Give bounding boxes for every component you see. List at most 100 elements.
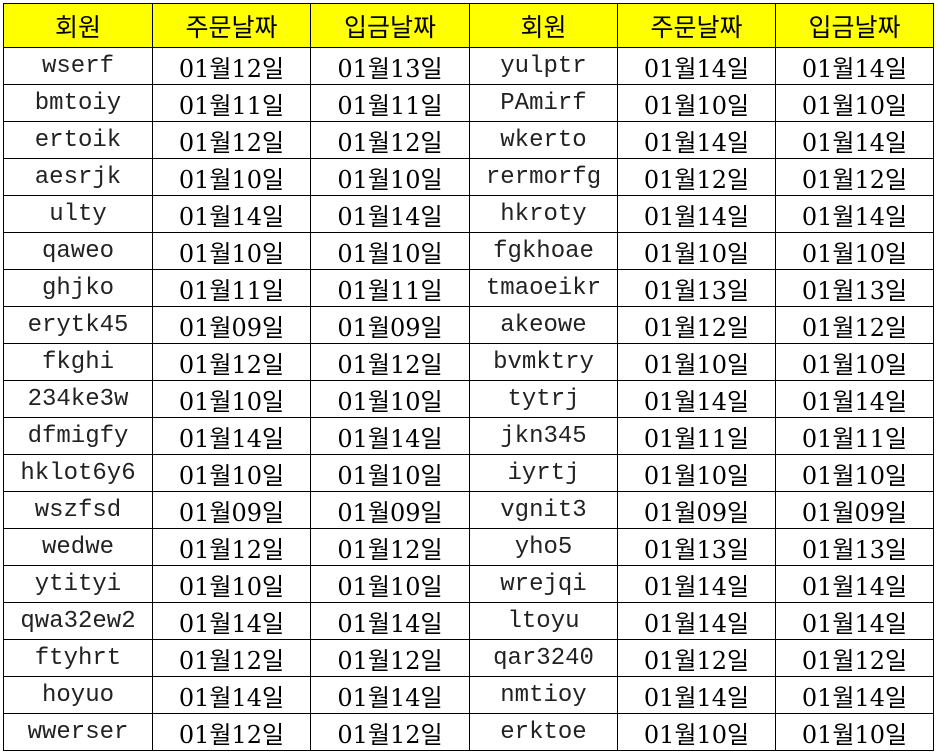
member-cell[interactable]: tytrj (469, 380, 618, 418)
order-date-cell[interactable]: 01월12일 (617, 158, 776, 196)
payment-date-cell[interactable]: 01월13일 (310, 47, 470, 85)
member-cell[interactable]: PAmirf (469, 84, 618, 122)
member-cell[interactable]: jkn345 (469, 417, 618, 455)
member-cell[interactable]: wszfsd (3, 491, 153, 529)
payment-date-cell[interactable]: 01월10일 (310, 454, 470, 492)
member-cell[interactable]: ltoyu (469, 602, 618, 640)
member-cell[interactable]: hoyuo (3, 676, 153, 714)
payment-date-cell[interactable]: 01월14일 (310, 676, 470, 714)
payment-date-cell[interactable]: 01월14일 (775, 47, 934, 85)
order-date-cell[interactable]: 01월12일 (152, 639, 311, 677)
payment-date-cell[interactable]: 01월10일 (775, 343, 934, 381)
member-cell[interactable]: qwa32ew2 (3, 602, 153, 640)
payment-date-cell[interactable]: 01월14일 (310, 195, 470, 233)
member-cell[interactable]: wrejqi (469, 565, 618, 603)
member-cell[interactable]: wwerser (3, 713, 153, 751)
member-cell[interactable]: yulptr (469, 47, 618, 85)
payment-date-cell[interactable]: 01월10일 (775, 232, 934, 270)
order-date-cell[interactable]: 01월12일 (152, 343, 311, 381)
header-member[interactable]: 회원 (3, 3, 153, 48)
payment-date-cell[interactable]: 01월11일 (310, 84, 470, 122)
header-payment-date[interactable]: 입금날짜 (775, 3, 934, 48)
order-date-cell[interactable]: 01월14일 (152, 602, 311, 640)
order-date-cell[interactable]: 01월10일 (617, 343, 776, 381)
payment-date-cell[interactable]: 01월14일 (775, 602, 934, 640)
payment-date-cell[interactable]: 01월09일 (775, 491, 934, 529)
member-cell[interactable]: yho5 (469, 528, 618, 566)
order-date-cell[interactable]: 01월11일 (152, 84, 311, 122)
order-date-cell[interactable]: 01월14일 (152, 195, 311, 233)
member-cell[interactable]: erktoe (469, 713, 618, 751)
order-date-cell[interactable]: 01월10일 (617, 84, 776, 122)
member-cell[interactable]: fkghi (3, 343, 153, 381)
order-date-cell[interactable]: 01월10일 (617, 713, 776, 751)
header-order-date[interactable]: 주문날짜 (152, 3, 311, 48)
member-cell[interactable]: iyrtj (469, 454, 618, 492)
order-date-cell[interactable]: 01월09일 (152, 306, 311, 344)
order-date-cell[interactable]: 01월14일 (617, 380, 776, 418)
member-cell[interactable]: ytityi (3, 565, 153, 603)
order-date-cell[interactable]: 01월09일 (617, 491, 776, 529)
order-date-cell[interactable]: 01월11일 (617, 417, 776, 455)
payment-date-cell[interactable]: 01월12일 (310, 639, 470, 677)
payment-date-cell[interactable]: 01월11일 (775, 417, 934, 455)
payment-date-cell[interactable]: 01월14일 (775, 380, 934, 418)
payment-date-cell[interactable]: 01월12일 (310, 343, 470, 381)
payment-date-cell[interactable]: 01월14일 (775, 676, 934, 714)
member-cell[interactable]: qaweo (3, 232, 153, 270)
payment-date-cell[interactable]: 01월12일 (310, 121, 470, 159)
payment-date-cell[interactable]: 01월10일 (775, 454, 934, 492)
member-cell[interactable]: 234ke3w (3, 380, 153, 418)
member-cell[interactable]: qar3240 (469, 639, 618, 677)
payment-date-cell[interactable]: 01월10일 (775, 713, 934, 751)
order-date-cell[interactable]: 01월14일 (617, 195, 776, 233)
member-cell[interactable]: wserf (3, 47, 153, 85)
order-date-cell[interactable]: 01월14일 (617, 565, 776, 603)
member-cell[interactable]: ertoik (3, 121, 153, 159)
payment-date-cell[interactable]: 01월12일 (310, 713, 470, 751)
member-cell[interactable]: ftyhrt (3, 639, 153, 677)
order-date-cell[interactable]: 01월12일 (617, 306, 776, 344)
member-cell[interactable]: hkroty (469, 195, 618, 233)
order-date-cell[interactable]: 01월14일 (617, 121, 776, 159)
payment-date-cell[interactable]: 01월11일 (310, 269, 470, 307)
member-cell[interactable]: bmtoiy (3, 84, 153, 122)
order-date-cell[interactable]: 01월10일 (617, 454, 776, 492)
order-date-cell[interactable]: 01월10일 (152, 232, 311, 270)
payment-date-cell[interactable]: 01월14일 (310, 417, 470, 455)
order-date-cell[interactable]: 01월10일 (617, 232, 776, 270)
order-date-cell[interactable]: 01월13일 (617, 528, 776, 566)
payment-date-cell[interactable]: 01월12일 (775, 158, 934, 196)
payment-date-cell[interactable]: 01월12일 (775, 306, 934, 344)
payment-date-cell[interactable]: 01월13일 (775, 528, 934, 566)
member-cell[interactable]: wedwe (3, 528, 153, 566)
payment-date-cell[interactable]: 01월10일 (310, 565, 470, 603)
order-date-cell[interactable]: 01월12일 (617, 639, 776, 677)
payment-date-cell[interactable]: 01월12일 (310, 528, 470, 566)
header-payment-date[interactable]: 입금날짜 (310, 3, 470, 48)
member-cell[interactable]: hklot6y6 (3, 454, 153, 492)
order-date-cell[interactable]: 01월10일 (152, 380, 311, 418)
payment-date-cell[interactable]: 01월09일 (310, 491, 470, 529)
order-date-cell[interactable]: 01월10일 (152, 565, 311, 603)
order-date-cell[interactable]: 01월12일 (152, 47, 311, 85)
payment-date-cell[interactable]: 01월13일 (775, 269, 934, 307)
member-cell[interactable]: ghjko (3, 269, 153, 307)
member-cell[interactable]: wkerto (469, 121, 618, 159)
member-cell[interactable]: aesrjk (3, 158, 153, 196)
member-cell[interactable]: bvmktry (469, 343, 618, 381)
payment-date-cell[interactable]: 01월09일 (310, 306, 470, 344)
member-cell[interactable]: tmaoeikr (469, 269, 618, 307)
member-cell[interactable]: rermorfg (469, 158, 618, 196)
member-cell[interactable]: akeowe (469, 306, 618, 344)
order-date-cell[interactable]: 01월11일 (152, 269, 311, 307)
payment-date-cell[interactable]: 01월10일 (310, 158, 470, 196)
member-cell[interactable]: nmtioy (469, 676, 618, 714)
payment-date-cell[interactable]: 01월14일 (775, 565, 934, 603)
order-date-cell[interactable]: 01월14일 (152, 676, 311, 714)
order-date-cell[interactable]: 01월12일 (152, 528, 311, 566)
member-cell[interactable]: erytk45 (3, 306, 153, 344)
order-date-cell[interactable]: 01월14일 (617, 47, 776, 85)
header-order-date[interactable]: 주문날짜 (617, 3, 776, 48)
header-member[interactable]: 회원 (469, 3, 618, 48)
